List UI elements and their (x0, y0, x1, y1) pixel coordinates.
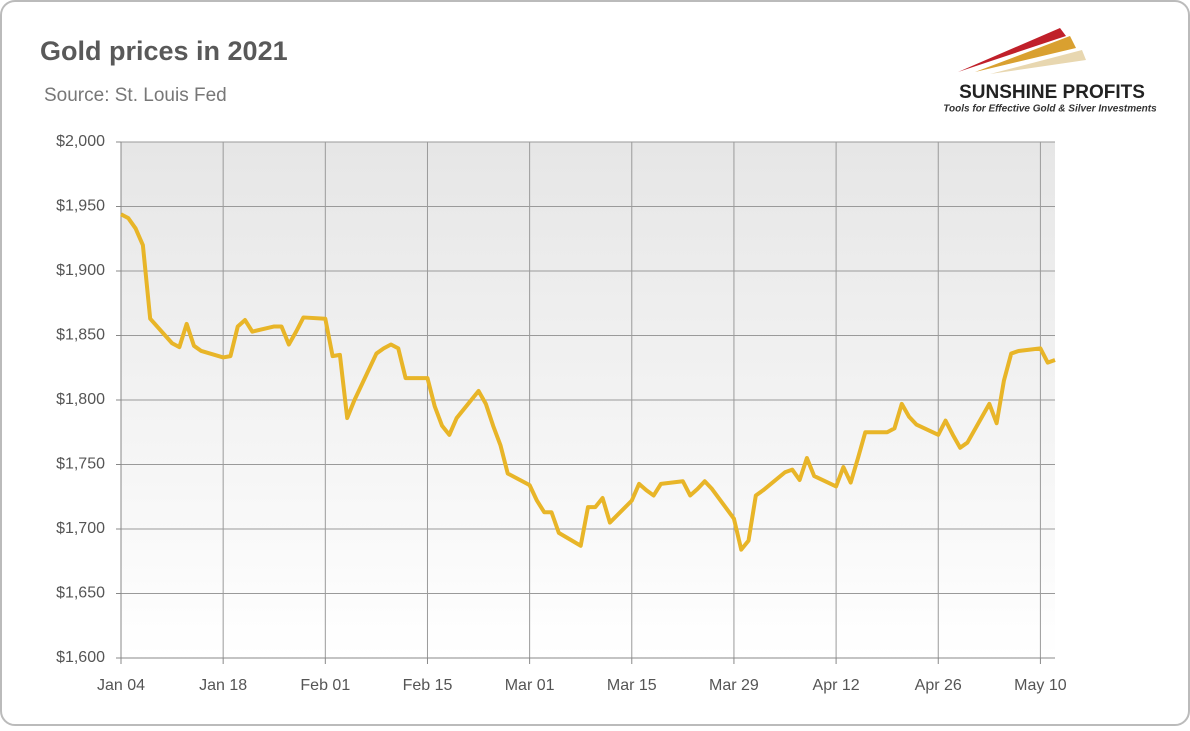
logo-text: SUNSHINE PROFITS (959, 82, 1145, 103)
y-tick-label: $1,600 (56, 649, 105, 666)
x-tick-label: Apr 12 (813, 677, 860, 694)
x-tick-label: Apr 26 (915, 677, 962, 694)
y-tick-label: $1,950 (56, 198, 105, 215)
y-tick-label: $1,800 (56, 391, 105, 408)
x-tick-label: Mar 29 (709, 677, 759, 694)
price-line (120, 212, 1056, 552)
chart-title: Gold prices in 2021 (40, 36, 288, 66)
logo-swoosh (958, 28, 1066, 72)
x-tick-label: Mar 15 (607, 677, 657, 694)
x-tick-label: May 10 (1014, 677, 1067, 694)
logo: SUNSHINE PROFITS Tools for Effective Gol… (943, 28, 1157, 115)
x-tick-label: Jan 18 (199, 677, 247, 694)
y-tick-label: $2,000 (56, 133, 105, 150)
y-tick-label: $1,650 (56, 585, 105, 602)
y-tick-label: $1,700 (56, 520, 105, 537)
y-tick-label: $1,900 (56, 262, 105, 279)
x-tick-label: Feb 01 (300, 677, 350, 694)
logo-tagline: Tools for Effective Gold & Silver Invest… (943, 104, 1157, 115)
chart-subtitle: Source: St. Louis Fed (44, 85, 227, 106)
logo-swoosh (990, 50, 1086, 74)
y-tick-label: $1,750 (56, 456, 105, 473)
logo-swoosh (975, 36, 1076, 72)
x-tick-label: Mar 01 (505, 677, 555, 694)
x-tick-label: Feb 15 (403, 677, 453, 694)
y-tick-label: $1,850 (56, 327, 105, 344)
x-tick-label: Jan 04 (97, 677, 145, 694)
